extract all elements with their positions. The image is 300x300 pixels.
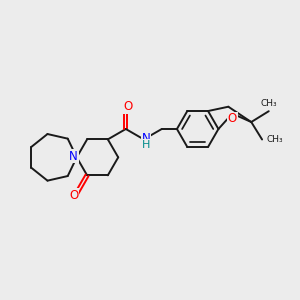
Text: O: O [124, 100, 133, 113]
Text: CH₃: CH₃ [260, 99, 277, 108]
Text: CH₃: CH₃ [266, 135, 283, 144]
Text: H: H [142, 140, 151, 150]
Text: O: O [228, 112, 237, 125]
Text: O: O [69, 189, 78, 202]
Text: N: N [69, 150, 78, 163]
Text: N: N [142, 132, 151, 145]
